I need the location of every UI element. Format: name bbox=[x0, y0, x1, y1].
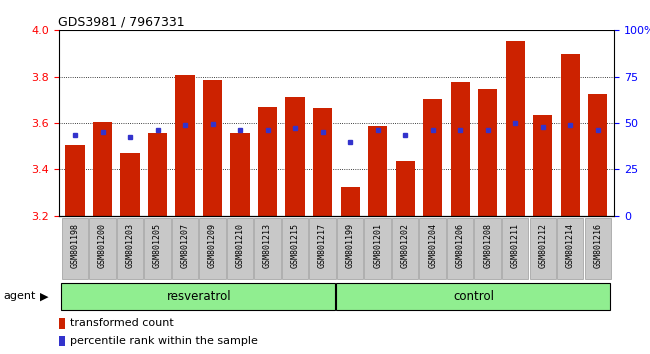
Bar bbox=[392, 218, 419, 279]
Bar bbox=[337, 282, 610, 310]
Bar bbox=[560, 55, 580, 216]
Text: control: control bbox=[454, 290, 495, 303]
Bar bbox=[584, 218, 611, 279]
Text: GSM801209: GSM801209 bbox=[208, 223, 217, 268]
Text: GSM801217: GSM801217 bbox=[318, 223, 327, 268]
Text: GSM801207: GSM801207 bbox=[181, 223, 190, 268]
Text: GSM801208: GSM801208 bbox=[483, 223, 492, 268]
Text: GSM801206: GSM801206 bbox=[456, 223, 465, 268]
Text: transformed count: transformed count bbox=[70, 318, 174, 328]
Text: GSM801216: GSM801216 bbox=[593, 223, 603, 268]
Bar bbox=[203, 80, 222, 216]
Text: GSM801210: GSM801210 bbox=[235, 223, 244, 268]
Bar bbox=[396, 161, 415, 216]
Bar bbox=[313, 108, 332, 216]
Bar bbox=[89, 218, 116, 279]
Bar bbox=[365, 218, 391, 279]
Text: resveratrol: resveratrol bbox=[166, 290, 231, 303]
Bar bbox=[120, 153, 140, 216]
Text: GSM801213: GSM801213 bbox=[263, 223, 272, 268]
Text: agent: agent bbox=[3, 291, 36, 302]
Text: GSM801214: GSM801214 bbox=[566, 223, 575, 268]
Bar bbox=[309, 218, 336, 279]
Bar bbox=[588, 94, 607, 216]
Bar bbox=[61, 282, 335, 310]
Text: GDS3981 / 7967331: GDS3981 / 7967331 bbox=[58, 16, 185, 29]
Bar bbox=[506, 41, 525, 216]
Bar bbox=[58, 336, 66, 346]
Text: percentile rank within the sample: percentile rank within the sample bbox=[70, 336, 257, 346]
Bar bbox=[58, 318, 66, 329]
Bar bbox=[478, 89, 497, 216]
Text: GSM801199: GSM801199 bbox=[346, 223, 355, 268]
Bar bbox=[176, 75, 195, 216]
Bar bbox=[368, 126, 387, 216]
Bar bbox=[66, 145, 84, 216]
Bar bbox=[341, 187, 359, 216]
Bar bbox=[474, 218, 501, 279]
Bar bbox=[557, 218, 584, 279]
Bar bbox=[117, 218, 143, 279]
Bar bbox=[423, 99, 442, 216]
Text: GSM801212: GSM801212 bbox=[538, 223, 547, 268]
Bar bbox=[172, 218, 198, 279]
Bar bbox=[148, 133, 167, 216]
Bar bbox=[450, 82, 470, 216]
Text: GSM801205: GSM801205 bbox=[153, 223, 162, 268]
Bar bbox=[93, 122, 112, 216]
Text: GSM801204: GSM801204 bbox=[428, 223, 437, 268]
Bar bbox=[62, 218, 88, 279]
Bar bbox=[144, 218, 171, 279]
Bar bbox=[231, 133, 250, 216]
Text: GSM801200: GSM801200 bbox=[98, 223, 107, 268]
Text: GSM801202: GSM801202 bbox=[400, 223, 410, 268]
Text: GSM801201: GSM801201 bbox=[373, 223, 382, 268]
Text: GSM801215: GSM801215 bbox=[291, 223, 300, 268]
Text: GSM801203: GSM801203 bbox=[125, 223, 135, 268]
Text: GSM801211: GSM801211 bbox=[511, 223, 520, 268]
Text: ▶: ▶ bbox=[40, 291, 49, 302]
Bar bbox=[254, 218, 281, 279]
Bar bbox=[502, 218, 528, 279]
Text: GSM801198: GSM801198 bbox=[70, 223, 79, 268]
Bar bbox=[533, 115, 552, 216]
Bar bbox=[447, 218, 473, 279]
Bar bbox=[200, 218, 226, 279]
Bar bbox=[282, 218, 308, 279]
Bar bbox=[337, 218, 363, 279]
Bar bbox=[419, 218, 446, 279]
Bar bbox=[258, 107, 277, 216]
Bar bbox=[227, 218, 254, 279]
Bar bbox=[285, 97, 305, 216]
Bar bbox=[530, 218, 556, 279]
